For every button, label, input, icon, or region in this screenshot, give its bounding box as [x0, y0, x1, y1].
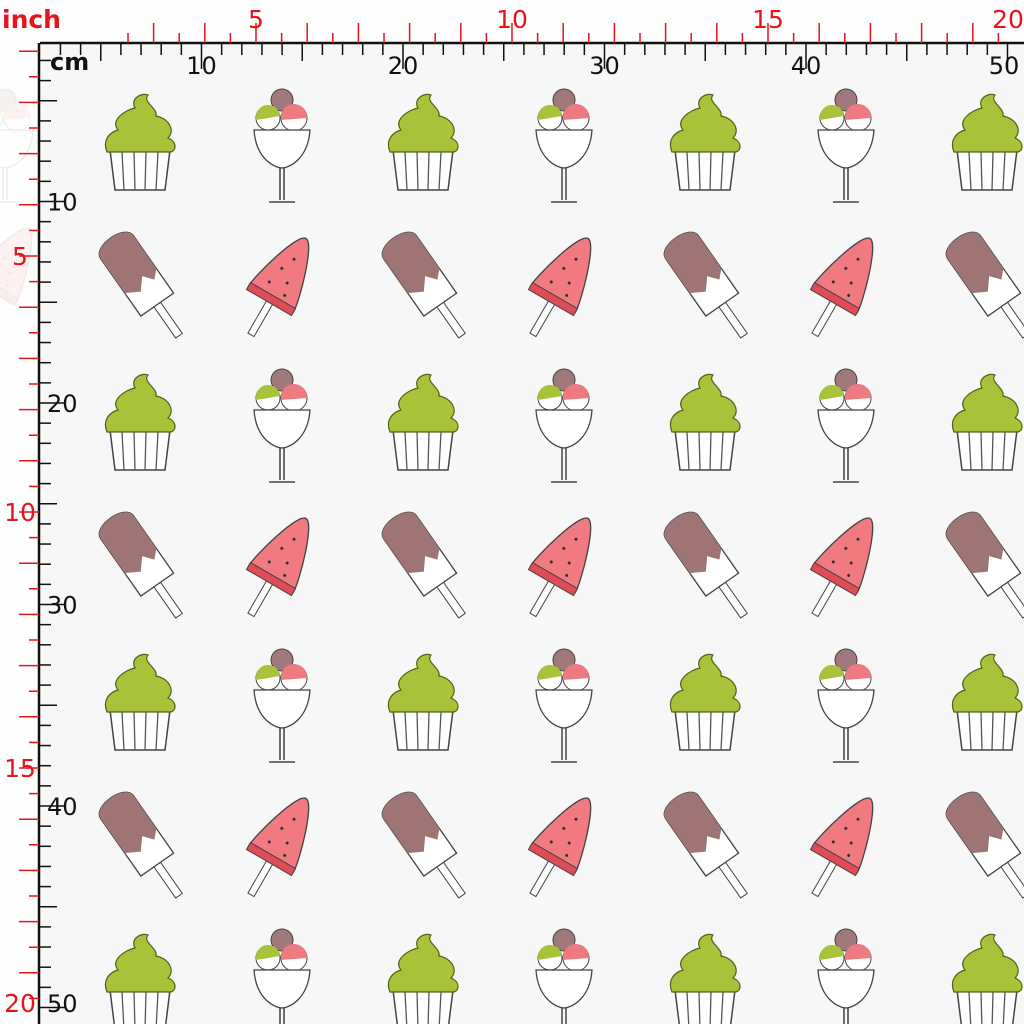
- cm-number: 20: [47, 390, 78, 418]
- cm-number: 40: [47, 793, 78, 821]
- cm-number: 30: [47, 592, 78, 620]
- inch-number: 20: [992, 5, 1024, 34]
- cm-number: 40: [791, 52, 822, 80]
- inch-number: 10: [4, 498, 36, 527]
- inch-number: 15: [752, 5, 784, 34]
- cm-number: 20: [388, 52, 419, 80]
- cm-number: 50: [989, 52, 1020, 80]
- inch-label: inch: [2, 5, 61, 34]
- cm-number: 10: [47, 189, 78, 217]
- inch-number: 10: [496, 5, 528, 34]
- inch-number: 5: [248, 5, 264, 34]
- cm-number: 50: [47, 990, 78, 1018]
- left-ruler-band: [0, 44, 40, 1024]
- cm-number: 30: [589, 52, 620, 80]
- cm-number: 10: [186, 52, 217, 80]
- inch-number: 5: [12, 242, 28, 271]
- cm-label: cm: [50, 48, 89, 76]
- inch-number: 20: [4, 989, 36, 1018]
- inch-number: 15: [4, 754, 36, 783]
